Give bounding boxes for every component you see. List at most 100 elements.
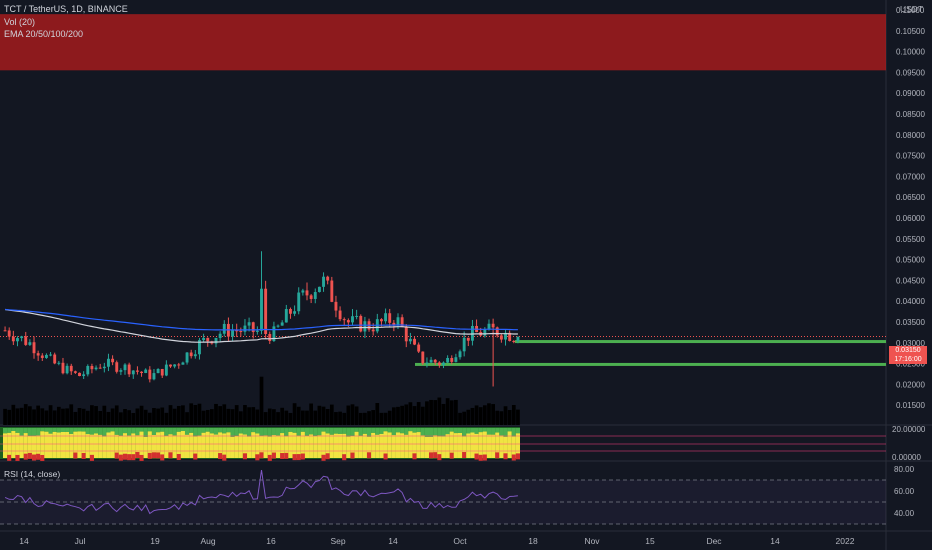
candle-body — [206, 337, 210, 342]
indicator-bar — [371, 432, 376, 458]
time-axis-label: 14 — [19, 536, 29, 546]
indicator-bar — [209, 428, 214, 434]
candle-body — [487, 323, 491, 330]
ema-line — [5, 308, 518, 331]
volume-bar — [176, 405, 181, 425]
indicator-bar — [147, 452, 152, 459]
indicator-bar — [139, 454, 144, 461]
indicator-bar — [31, 435, 37, 458]
indicator-bar — [271, 452, 276, 459]
indicator-bar — [309, 428, 314, 435]
price-axis-label: 0.03500 — [896, 318, 925, 327]
indicator-bar — [234, 428, 239, 436]
candle-body — [276, 325, 280, 327]
indicator-bar — [416, 432, 421, 458]
indicator-bar — [77, 431, 82, 458]
indicator-bar — [358, 428, 363, 436]
indicator-bar — [85, 434, 90, 458]
indicator-bar — [267, 436, 272, 458]
indicator-bar — [238, 433, 243, 458]
volume-bar — [445, 398, 450, 425]
volume-bar — [358, 412, 363, 425]
indicator-bar — [189, 432, 194, 458]
indicator-bar — [19, 435, 24, 458]
indicator-bar — [280, 453, 285, 460]
candle-body — [164, 364, 168, 376]
indicator-bar — [118, 428, 123, 436]
volume-bar — [288, 412, 293, 425]
volume-bar — [102, 405, 107, 425]
time-axis-label: Oct — [453, 536, 467, 546]
indicator-bar — [495, 428, 500, 433]
indicator-bar — [147, 431, 152, 458]
candle-body — [49, 354, 53, 356]
indicator-bar — [19, 428, 24, 436]
volume-bar — [119, 412, 123, 425]
indicator-bar — [499, 435, 504, 458]
indicator-bar — [342, 454, 347, 461]
indicator-bar — [379, 428, 384, 434]
candle-body — [483, 329, 487, 336]
volume-bar — [77, 408, 82, 425]
indicator-bar — [31, 454, 37, 461]
indicator-bar — [404, 428, 409, 435]
indicator-bar — [346, 428, 351, 437]
volume-bar — [210, 409, 214, 425]
indicator-bar — [453, 428, 458, 434]
indicator-bar — [511, 428, 516, 437]
volume-bar — [487, 403, 491, 425]
indicator-bar — [168, 452, 173, 459]
indicator-bar — [366, 428, 372, 437]
indicator-bar — [122, 453, 128, 460]
candle-body — [309, 295, 313, 299]
price-axis-label: 0.07500 — [896, 152, 925, 161]
indicator-bar — [429, 436, 434, 458]
indicator-bar — [131, 433, 136, 458]
volume-bar — [342, 412, 347, 425]
rsi-label[interactable]: RSI (14, close) — [4, 469, 61, 479]
indicator-bar — [89, 454, 94, 461]
indicator-bar — [151, 452, 157, 459]
candle-body — [247, 322, 251, 326]
indicator-bar — [457, 428, 463, 433]
candle-body — [189, 352, 193, 357]
volume-bar — [325, 409, 330, 425]
indicator-bar — [346, 436, 351, 458]
indicator-bar — [321, 428, 326, 432]
volume-bar — [205, 409, 210, 425]
candle-body — [107, 358, 110, 367]
volume-bar — [437, 397, 442, 425]
indicator-bar — [48, 433, 53, 458]
indicator-bar — [383, 428, 388, 432]
indicator-bar — [98, 434, 103, 458]
indicator-bar — [474, 428, 479, 434]
indicator-bar — [333, 433, 339, 458]
indicator-bar — [474, 433, 479, 458]
price-axis-label: 0.06500 — [896, 193, 925, 202]
price-axis-label: 0.06000 — [896, 214, 925, 223]
candle-body — [123, 364, 127, 371]
candle-body — [264, 288, 268, 335]
volume-bar — [470, 407, 475, 425]
rsi-axis-label: 60.00 — [894, 487, 915, 496]
indicator-bar — [102, 436, 107, 458]
indicator-bar — [387, 428, 392, 433]
volume-bar — [90, 405, 94, 425]
indicator-bar — [478, 454, 483, 461]
indicator-bar — [106, 428, 111, 433]
indicator-bar — [391, 428, 396, 436]
indicator-bar — [292, 428, 297, 433]
candle-body — [437, 362, 441, 366]
indicator-bar — [342, 428, 347, 434]
volume-bar — [296, 406, 301, 425]
volume-label[interactable]: Vol (20) — [4, 17, 36, 27]
indicator-bar — [474, 453, 479, 460]
indicator-bar — [151, 434, 157, 458]
ema-label[interactable]: EMA 20/50/100/200 — [4, 29, 84, 39]
indicator-bar — [271, 435, 276, 458]
indicator-bar — [366, 452, 372, 459]
indicator-bar — [98, 428, 103, 435]
candle-body — [516, 336, 520, 342]
indicator-bar — [404, 434, 409, 458]
